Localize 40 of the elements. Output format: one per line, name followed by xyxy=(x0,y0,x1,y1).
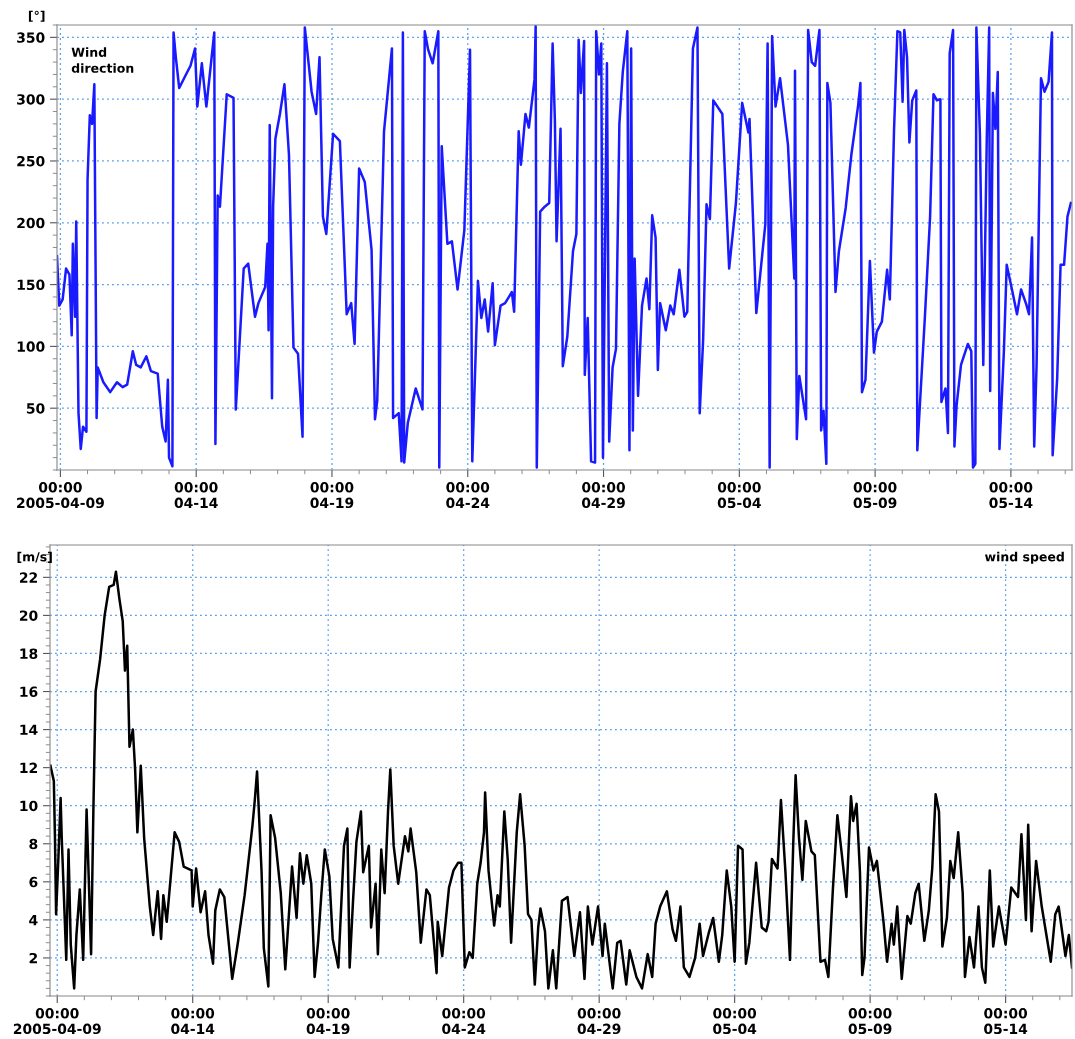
y-tick-label: 20 xyxy=(19,610,38,621)
x-tick-label: 00:00 04-19 xyxy=(310,482,354,509)
y-tick-label: 14 xyxy=(20,724,38,735)
x-tick-label: 00:00 05-09 xyxy=(853,482,897,509)
y-tick-label: 150 xyxy=(17,279,45,291)
y-tick-label: 12 xyxy=(20,762,37,773)
x-tick-label: 00:00 05-14 xyxy=(984,1008,1028,1035)
x-tick-label: 00:00 2005-04-09 xyxy=(17,482,104,509)
y-tick-label: 350 xyxy=(17,32,45,43)
x-tick-label: 00:00 05-14 xyxy=(989,482,1033,509)
x-tick-label: 00:00 05-04 xyxy=(717,482,761,509)
y-tick-label: 250 xyxy=(17,155,45,167)
y-tick-label: 10 xyxy=(20,800,38,812)
y-axis-title: [°] xyxy=(28,10,45,22)
y-axis-title: [m/s] xyxy=(17,551,52,563)
y-tick-label: 16 xyxy=(20,686,38,697)
y-tick-label: 22 xyxy=(19,572,37,583)
y-tick-label: 2 xyxy=(29,952,37,964)
x-tick-label: 00:00 05-09 xyxy=(848,1008,892,1035)
y-tick-label: 8 xyxy=(29,838,38,850)
x-tick-label: 00:00 04-29 xyxy=(577,1008,621,1035)
y-tick-label: 4 xyxy=(29,915,38,926)
line-series xyxy=(57,25,1072,469)
annotation: Wind direction xyxy=(71,47,134,73)
x-tick-label: 00:00 04-14 xyxy=(171,1008,215,1035)
y-tick-label: 200 xyxy=(17,217,45,229)
y-tick-label: 50 xyxy=(26,403,45,414)
x-tick-label: 00:00 04-24 xyxy=(442,1008,486,1035)
y-tick-label: 18 xyxy=(20,648,38,659)
x-tick-label: 00:00 04-14 xyxy=(174,482,218,509)
x-tick-label: 00:00 05-04 xyxy=(713,1008,757,1035)
y-tick-label: 6 xyxy=(29,876,38,888)
line-series xyxy=(50,570,1072,990)
y-tick-label: 100 xyxy=(17,341,45,352)
x-tick-label: 00:00 04-19 xyxy=(306,1008,350,1035)
y-tick-label: 300 xyxy=(17,94,45,105)
x-tick-label: 00:00 04-24 xyxy=(446,482,490,509)
x-tick-label: 00:00 04-29 xyxy=(581,482,625,509)
x-tick-label: 00:00 2005-04-09 xyxy=(13,1008,101,1035)
annotation: wind speed xyxy=(984,551,1064,564)
